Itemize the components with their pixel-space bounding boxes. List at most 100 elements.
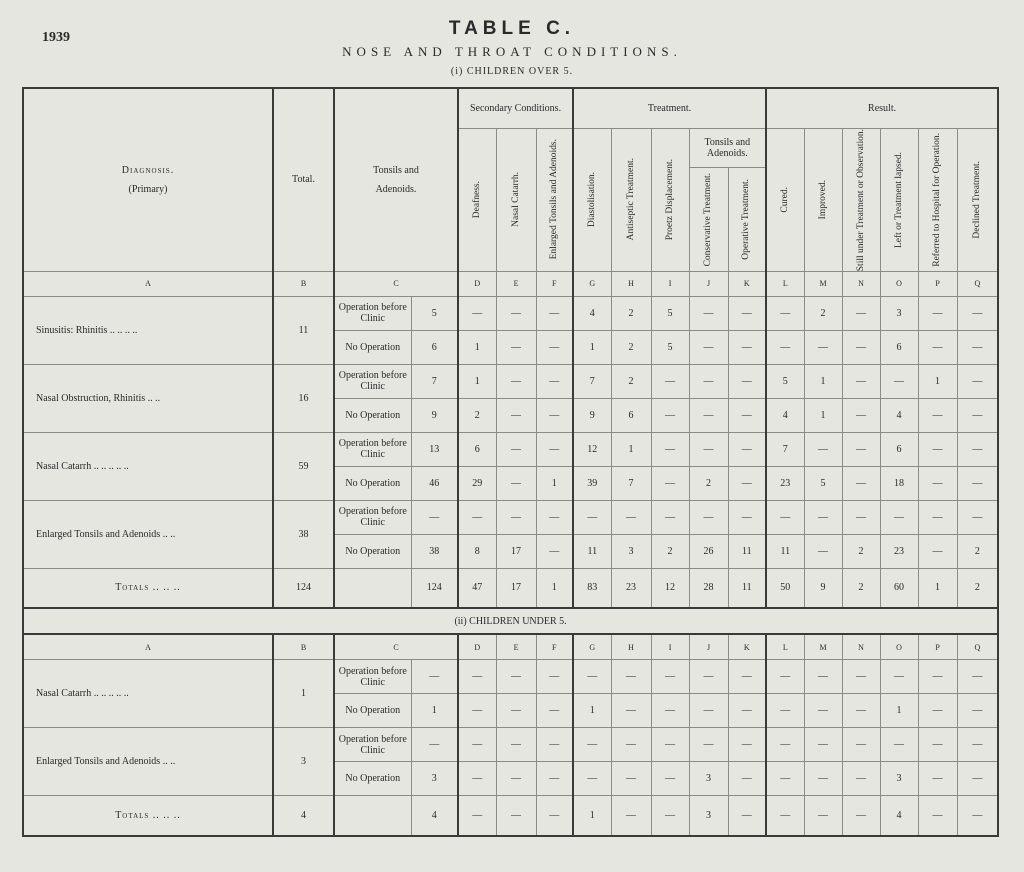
totals-value: 1 <box>535 567 574 609</box>
empty-cell <box>333 795 412 837</box>
totals-value: — <box>841 795 881 837</box>
value-cell: — <box>457 499 497 535</box>
value-cell: — <box>956 499 999 535</box>
value-cell: 11 <box>765 533 805 569</box>
value-cell: — <box>841 693 881 729</box>
column-letter-e: E <box>495 633 537 661</box>
operation-type-cell: No Operation <box>333 329 412 365</box>
column-letter-n: N <box>841 270 881 297</box>
value-cell: — <box>841 295 881 331</box>
totals-total: 124 <box>272 567 335 609</box>
totals-value: 4 <box>410 795 459 837</box>
value-cell: — <box>765 659 805 695</box>
totals-value: 2 <box>841 567 881 609</box>
value-cell: — <box>841 659 881 695</box>
column-letter-e: E <box>495 270 537 297</box>
value-cell: 9 <box>572 397 612 433</box>
value-cell: — <box>803 533 843 569</box>
header-col-j: Conservative Treatment. <box>688 167 729 272</box>
table-row: No Operation 6 1— —1 2 5— — — — —6— — <box>23 329 999 365</box>
value-cell: — <box>727 693 767 729</box>
value-cell: — <box>803 329 843 365</box>
value-cell: 1 <box>535 465 574 501</box>
operation-type-cell: Operation before Clinic <box>333 363 412 399</box>
value-cell: — <box>495 431 537 467</box>
column-letter-i: I <box>650 633 690 661</box>
header-col-g: Diastolisation. <box>572 127 612 272</box>
value-cell: — <box>956 465 999 501</box>
diagnosis-cell: Nasal Catarrh .. .. .. .. .. <box>22 431 274 501</box>
value-cell: — <box>841 363 881 399</box>
value-cell: 1 <box>457 363 497 399</box>
header-col-e: Nasal Catarrh. <box>495 127 537 272</box>
value-cell: — <box>495 397 537 433</box>
value-cell: 7 <box>410 363 459 399</box>
table-row: Nasal Catarrh .. .. .. .. .. 59 Operation … <box>22 431 999 501</box>
header-col-f: Enlarged Tonsils and Adenoids. <box>535 127 574 272</box>
value-cell: 4 <box>879 397 919 433</box>
value-cell: 7 <box>572 363 612 399</box>
header-col-n: Still under Treatment or Observation. <box>841 127 881 272</box>
value-cell: — <box>727 397 767 433</box>
column-letter-c: C <box>332 270 459 297</box>
value-cell: — <box>956 693 999 729</box>
column-letter-h: H <box>610 633 652 661</box>
value-cell: 7 <box>765 431 805 467</box>
value-cell: — <box>495 761 537 797</box>
totals-value: — <box>457 795 497 837</box>
operation-type-cell: No Operation <box>333 533 412 569</box>
column-letter-q: Q <box>956 270 999 297</box>
value-cell: — <box>803 761 843 797</box>
value-cell: — <box>956 397 999 433</box>
value-cell: — <box>650 727 690 763</box>
value-cell: — <box>917 295 958 331</box>
value-cell: — <box>917 431 958 467</box>
totals-value: 60 <box>879 567 919 609</box>
table-row: No Operation 46 29—1 39 7—2—23 5—18— — <box>23 465 999 501</box>
header-col-i: Proetz Displacement. <box>650 127 690 272</box>
value-cell: — <box>535 363 574 399</box>
value-cell: — <box>956 761 999 797</box>
header-col-q: Declined Treatment. <box>956 127 999 272</box>
section-heading-over-5: (i) CHILDREN OVER 5. <box>450 66 574 77</box>
value-cell: 6 <box>610 397 652 433</box>
value-cell: 2 <box>650 533 690 569</box>
value-cell: — <box>495 659 537 695</box>
value-cell: 11 <box>727 533 767 569</box>
column-letter-g: G <box>572 633 612 661</box>
value-cell: — <box>688 499 729 535</box>
column-letter-p: P <box>917 633 958 661</box>
value-cell: — <box>457 295 497 331</box>
value-cell: — <box>650 397 690 433</box>
value-cell: — <box>956 727 999 763</box>
value-cell: — <box>457 693 497 729</box>
value-cell: 5 <box>410 295 459 331</box>
value-cell: — <box>650 363 690 399</box>
column-letter-m: M <box>803 633 843 661</box>
operation-type-cell: No Operation <box>333 761 412 797</box>
value-cell: — <box>765 295 805 331</box>
header-tonsils-adenoids-treatment: Tonsils and Adenoids. <box>688 127 767 169</box>
header-col-k: Operative Treatment. <box>727 167 767 272</box>
value-cell: — <box>803 693 843 729</box>
value-cell: — <box>410 499 459 535</box>
value-cell: — <box>917 465 958 501</box>
table-row: Enlarged Tonsils and Adenoids .. .. 3 Oper… <box>22 727 999 797</box>
header-col-m: Improved. <box>803 127 843 272</box>
value-cell: 1 <box>803 397 843 433</box>
column-letter-h: H <box>610 270 652 297</box>
value-cell: — <box>841 761 881 797</box>
value-cell: 3 <box>610 533 652 569</box>
value-cell: 23 <box>879 533 919 569</box>
value-cell: — <box>535 727 574 763</box>
value-cell: — <box>688 329 729 365</box>
nose-throat-table: Diagnosis. (Primary) Total. Tonsils and Ad… <box>22 87 1000 837</box>
totals-value: — <box>917 795 958 837</box>
value-cell: — <box>410 727 459 763</box>
value-cell: — <box>803 727 843 763</box>
total-cell: 16 <box>272 363 335 433</box>
value-cell: — <box>572 761 612 797</box>
value-cell: — <box>688 295 729 331</box>
